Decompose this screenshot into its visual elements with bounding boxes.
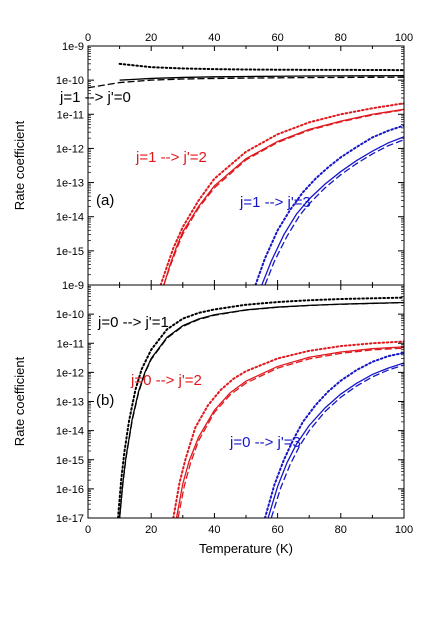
series-line-dashed — [163, 109, 404, 285]
series-group — [117, 296, 404, 518]
y-tick-label: 1e-11 — [57, 338, 84, 350]
y-tick-label: 1e-15 — [56, 246, 84, 258]
series-line-solid — [261, 136, 404, 285]
y-tick-label: 1e-14 — [56, 426, 84, 438]
y-tick-label: 1e-13 — [56, 397, 84, 409]
x-top-tick-label: 80 — [335, 32, 347, 44]
series-group — [88, 62, 404, 285]
y-tick-label: 1e-9 — [62, 41, 84, 53]
series-line-solid — [119, 75, 404, 81]
series-line-dotted — [254, 124, 404, 285]
x-tick-label: 0 — [85, 524, 91, 536]
series-line-dashed — [264, 139, 404, 285]
series-line-solid — [175, 346, 404, 518]
y-tick-label: 1e-11 — [57, 109, 84, 121]
x-tick-label: 100 — [395, 524, 413, 536]
transition-annotation: j=0 --> j'=3 — [229, 434, 301, 451]
y-tick-label: 1e-12 — [56, 367, 84, 379]
x-top-tick-label: 100 — [395, 32, 413, 44]
y-axis-title: Rate coefficient — [12, 120, 27, 210]
x-axis-title: Temperature (K) — [199, 541, 293, 556]
y-tick-label: 1e-9 — [62, 280, 84, 292]
y-tick-label: 1e-15 — [56, 455, 84, 467]
transition-annotation: j=0 --> j'=2 — [130, 372, 202, 389]
series-line-solid — [267, 362, 404, 518]
y-axis-title: Rate coefficient — [12, 356, 27, 446]
y-tick-label: 1e-17 — [56, 513, 84, 525]
y-tick-label: 1e-16 — [56, 484, 84, 496]
series-line-dotted — [118, 62, 404, 72]
transition-annotation: j=1 --> j'=2 — [135, 149, 207, 166]
x-top-tick-label: 60 — [271, 32, 283, 44]
series-line-dotted — [117, 296, 404, 518]
panel-b: 0 20 40 60 80 100 1e-9 1e-10 1e-11 1e-12 1e-13 1e-1… — [12, 280, 413, 556]
series-line-dashed — [88, 76, 404, 89]
series-line-dotted — [159, 102, 404, 285]
x-tick-label: 40 — [208, 524, 220, 536]
series-line-dashed — [270, 364, 404, 518]
series-line-dashed — [118, 301, 404, 518]
x-tick-label: 80 — [335, 524, 347, 536]
x-top-tick-label: 20 — [145, 32, 157, 44]
series-line-dashed — [177, 347, 404, 518]
x-top-tick-label: 0 — [85, 32, 91, 44]
series-line-dotted — [263, 351, 404, 518]
series-line-dotted — [172, 340, 404, 518]
x-tick-label: 20 — [145, 524, 157, 536]
y-tick-label: 1e-14 — [56, 212, 84, 224]
panel-label: (b) — [96, 392, 114, 409]
y-tick-label: 1e-12 — [56, 143, 84, 155]
x-top-tick-label: 40 — [208, 32, 220, 44]
transition-annotation: j=0 --> j'=1 — [97, 314, 169, 331]
transition-annotation: j=1 --> j'=0 — [59, 89, 131, 106]
transition-annotation: j=1 --> j'=3 — [239, 194, 311, 211]
y-tick-label: 1e-10 — [56, 309, 84, 321]
x-tick-label: 60 — [271, 524, 283, 536]
panel-label: (a) — [96, 192, 114, 209]
series-line-solid — [163, 108, 404, 285]
y-tick-label: 1e-10 — [56, 75, 84, 87]
y-tick-label: 1e-13 — [56, 178, 84, 190]
